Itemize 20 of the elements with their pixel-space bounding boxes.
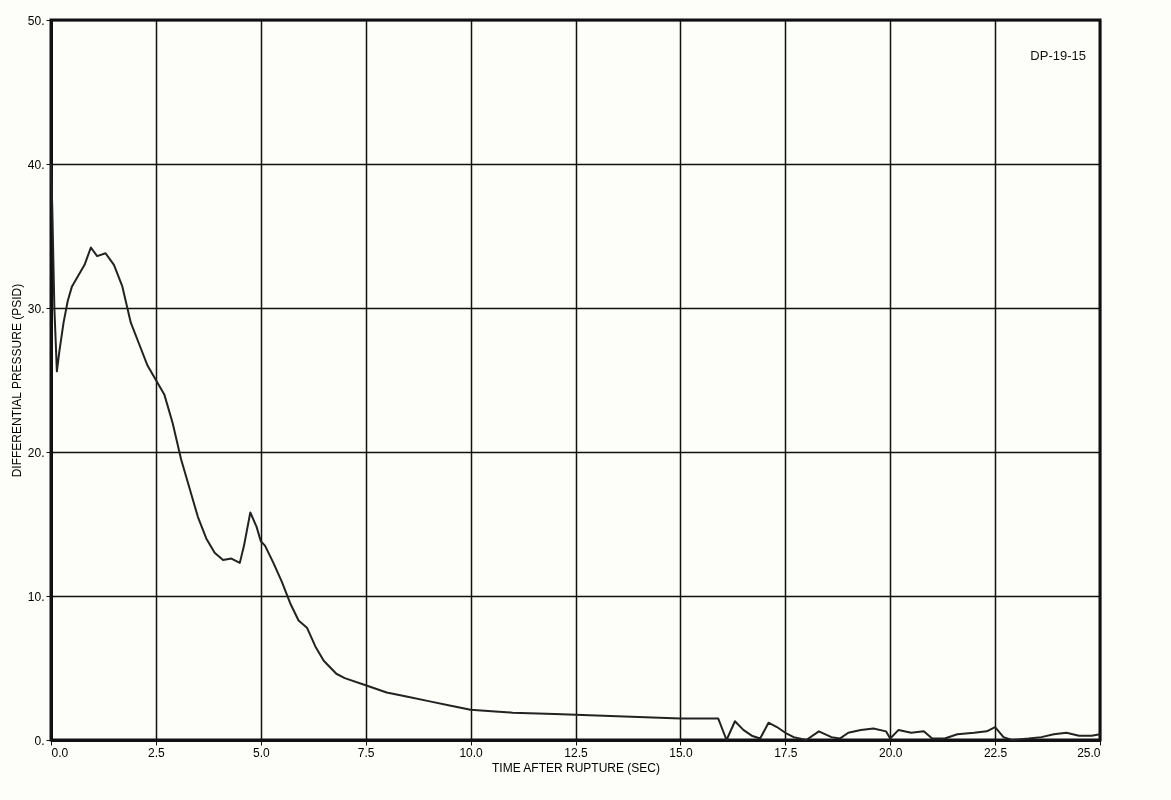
x-tick-label: 5.0	[252, 745, 270, 760]
x-tick-label: 2.5	[148, 745, 166, 760]
y-tick-label: 40.	[27, 157, 45, 172]
x-tick-label: 10.0	[459, 745, 484, 760]
y-tick-label: 20.	[27, 445, 45, 460]
x-tick-label: 22.5	[983, 745, 1008, 760]
x-tick-label: 7.5	[357, 745, 375, 760]
x-tick-label: 17.5	[774, 745, 798, 760]
x-tick-label: 0.0	[51, 745, 69, 760]
x-tick-label: 25.0	[1077, 745, 1101, 760]
y-tick-label: 10.	[27, 589, 45, 604]
y-axis-title: DIFFERENTIAL PRESSURE (PSID)	[9, 283, 24, 478]
y-tick-label: 0.	[34, 733, 45, 748]
y-tick-label: 30.	[27, 301, 45, 316]
x-axis-title: TIME AFTER RUPTURE (SEC)	[491, 760, 661, 775]
x-tick-label: 20.0	[879, 745, 903, 760]
y-tick-label: 50.	[27, 13, 45, 28]
x-tick-label: 12.5	[564, 745, 588, 760]
x-tick-label: 15.0	[669, 745, 693, 760]
annotation: DP-19-15	[1030, 48, 1086, 63]
